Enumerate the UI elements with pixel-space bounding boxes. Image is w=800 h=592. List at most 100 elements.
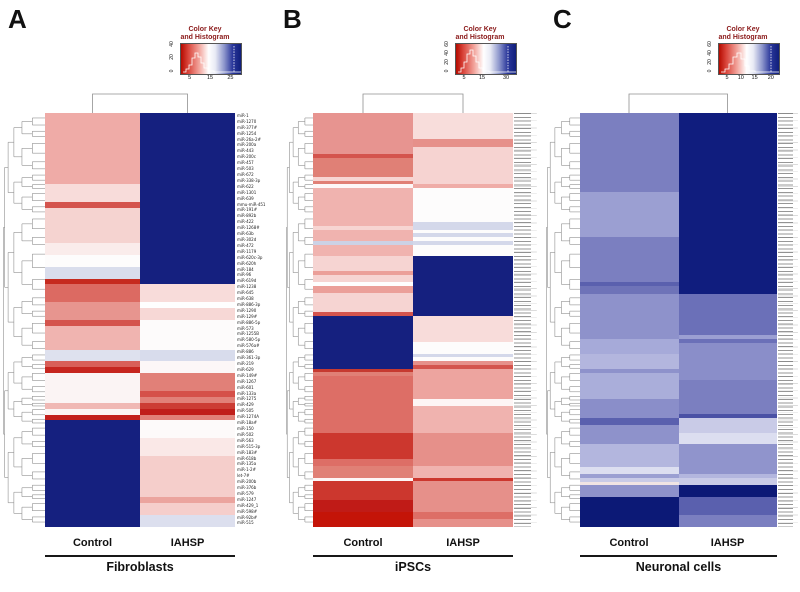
heatmap-cell xyxy=(45,420,140,439)
heatmap-cell xyxy=(140,254,235,267)
heatmap-cell xyxy=(313,113,413,140)
heatmap-cell xyxy=(678,293,777,335)
heatmap-cell xyxy=(413,146,513,155)
heatmap-cell xyxy=(45,367,140,374)
heatmap-row-block xyxy=(313,237,513,241)
heatmap-row-block xyxy=(45,390,235,397)
heatmap-row-block xyxy=(313,466,513,478)
row-label: miR-629 xyxy=(237,366,254,372)
heatmap-cell xyxy=(140,266,235,279)
heatmap-row-block xyxy=(313,376,513,399)
heatmap-cell xyxy=(313,293,413,313)
heatmap-cell xyxy=(580,425,679,433)
heatmap-cell xyxy=(678,192,777,238)
row-label: mmu-miR-451 xyxy=(237,201,266,207)
heatmap-cell xyxy=(140,438,235,456)
heatmap-cell xyxy=(413,139,513,147)
heatmap-cell xyxy=(140,325,235,350)
row-label: miR-502 xyxy=(237,431,254,437)
heatmap-cell xyxy=(413,229,513,234)
heatmap-row-block xyxy=(580,398,777,414)
heatmap-row-block xyxy=(313,229,513,234)
heatmap-cell xyxy=(413,406,513,433)
heatmap-cell xyxy=(580,398,679,414)
heatmap-cell xyxy=(413,368,513,373)
heatmap-row-block xyxy=(45,254,235,267)
color-key-b: Color Key and Histogram 0 20 40 60 5 15 30 xyxy=(437,26,523,90)
heatmap-cell xyxy=(580,353,679,369)
color-key-gradient xyxy=(455,43,517,75)
heatmap-cell xyxy=(313,222,413,226)
row-label: miR-638 xyxy=(237,296,254,302)
color-key-a: Color Key and Histogram 0 20 40 5 15 25 xyxy=(162,26,248,90)
heatmap-cell xyxy=(413,293,513,313)
heatmap-row-block xyxy=(580,485,777,497)
heatmap-cell xyxy=(413,372,513,377)
heatmap-row-block xyxy=(45,367,235,374)
row-label: miR-576a# xyxy=(237,343,260,349)
color-key-c: Color Key and Histogram 0 20 40 60 5 10 15 20 xyxy=(700,26,786,90)
heatmap-cell xyxy=(678,481,777,486)
heatmap-row-block xyxy=(580,496,777,516)
heatmap-cell xyxy=(678,113,777,193)
row-label: miR-579 xyxy=(237,490,254,496)
heatmap-cell xyxy=(580,368,679,373)
color-key-title-line1: Color Key xyxy=(463,26,497,33)
heatmap-row-block xyxy=(45,308,235,320)
heatmap-cell xyxy=(413,188,513,223)
row-label: miR-601 xyxy=(237,384,254,390)
color-key-histogram xyxy=(458,46,516,73)
heatmap-cell xyxy=(678,466,777,475)
heatmap-cell xyxy=(413,500,513,512)
heatmap-cell xyxy=(45,243,140,255)
heatmap-cell xyxy=(140,284,235,303)
heatmap-cell xyxy=(413,184,513,189)
heatmap-row-block xyxy=(313,406,513,433)
heatmap-cell xyxy=(313,270,413,275)
heatmap-row-block xyxy=(45,183,235,202)
color-key-xtick: 5 xyxy=(188,75,192,81)
heatmap-row-block xyxy=(580,466,777,475)
row-label: miR-1301 xyxy=(237,189,257,195)
heatmap-cell xyxy=(580,342,679,354)
row-label: miR-573 xyxy=(237,325,254,331)
heatmap-cell xyxy=(45,278,140,285)
heatmap-row-block xyxy=(313,176,513,181)
heatmap-row-block xyxy=(580,113,777,193)
heatmap-cell xyxy=(580,338,679,343)
heatmap-cell xyxy=(313,361,413,365)
heatmap-row-block xyxy=(313,312,513,316)
column-label-control-c: Control xyxy=(609,537,649,549)
color-key-histogram xyxy=(183,46,241,73)
heatmap-cell xyxy=(413,270,513,275)
heatmap-row-block xyxy=(313,458,513,467)
color-key-title: Color Key and Histogram xyxy=(700,26,786,42)
heatmap-cell xyxy=(45,390,140,397)
heatmap-cell xyxy=(580,477,679,482)
heatmap-row-block xyxy=(580,444,777,467)
row-label: miR-377# xyxy=(237,124,258,130)
heatmap-cell xyxy=(140,302,235,309)
heatmap-cell xyxy=(313,357,413,362)
heatmap-row-block xyxy=(580,293,777,335)
heatmap-cell xyxy=(313,188,413,223)
heatmap-row-block xyxy=(313,180,513,185)
color-key-title-line2: and Histogram xyxy=(180,34,230,42)
row-label: miR-639 xyxy=(237,195,254,201)
heatmap-cell xyxy=(313,511,413,520)
heatmap-cell xyxy=(413,361,513,365)
row-label: miR-505 xyxy=(237,408,254,414)
heatmap-cell xyxy=(413,113,513,140)
heatmap-cell xyxy=(45,373,140,391)
heatmap-row-block xyxy=(580,342,777,354)
heatmap-row-block xyxy=(580,515,777,527)
row-label: miR-133a xyxy=(237,390,257,396)
row-label: miR-1-2# xyxy=(237,467,256,473)
row-label: miR-191# xyxy=(237,207,258,213)
row-label: miR-886-3p xyxy=(237,301,261,307)
heatmap-row-block xyxy=(313,361,513,365)
heatmap-cell xyxy=(313,176,413,181)
heatmap-row-block xyxy=(45,349,235,362)
heatmap-cell xyxy=(413,274,513,283)
